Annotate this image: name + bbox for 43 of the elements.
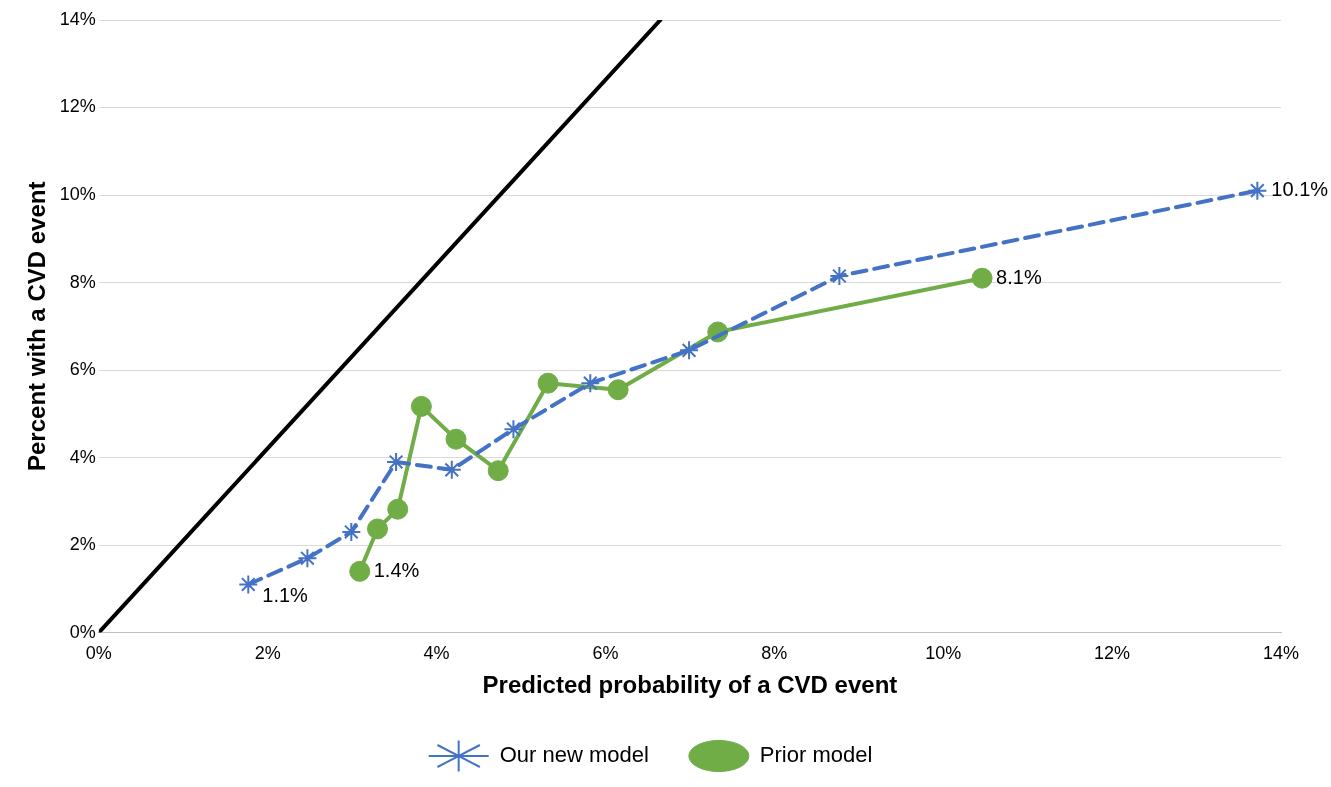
y-tick-label: 6%	[69, 359, 96, 380]
point	[537, 372, 559, 394]
point	[580, 373, 601, 394]
x-tick-label: 6%	[592, 643, 619, 664]
point	[679, 340, 700, 361]
y-tick-label: 4%	[69, 446, 96, 467]
point	[503, 419, 524, 440]
point	[387, 498, 409, 520]
point	[1247, 180, 1268, 201]
point	[349, 560, 371, 582]
point	[341, 521, 362, 542]
x-tick-label: 14%	[1262, 643, 1300, 664]
y-tick-label: 12%	[59, 96, 96, 117]
data-label: 1.1%	[262, 583, 309, 606]
y-tick-label: 8%	[69, 271, 96, 292]
x-tick-label: 4%	[423, 643, 450, 664]
data-label: 10.1%	[1271, 178, 1329, 201]
x-tick-label: 2%	[254, 643, 281, 664]
point	[366, 518, 388, 540]
point	[971, 267, 993, 289]
point	[487, 460, 509, 482]
x-axis-title: Predicted probability of a CVD event	[482, 671, 898, 699]
y-axis-title: Percent with a CVD event	[23, 181, 51, 472]
point	[829, 265, 850, 286]
y-tick-label: 2%	[69, 534, 96, 555]
data-label: 1.4%	[373, 558, 420, 581]
point	[441, 459, 462, 480]
x-tick-label: 10%	[925, 643, 962, 664]
point	[607, 379, 629, 401]
x-tick-label: 8%	[761, 643, 788, 664]
y-tick-label: 10%	[59, 184, 96, 204]
legend-label: Our new model	[499, 742, 649, 768]
point	[445, 428, 467, 450]
x-tick-label: 12%	[1094, 643, 1131, 664]
legend-label: Prior model	[759, 742, 873, 768]
data-label: 8.1%	[996, 265, 1042, 288]
y-tick-label: 0%	[69, 621, 96, 642]
point	[410, 395, 432, 417]
point	[386, 451, 407, 472]
point	[297, 548, 318, 569]
y-tick-label: 14%	[59, 8, 96, 29]
point	[238, 574, 259, 595]
x-tick-label: 0%	[85, 643, 112, 664]
